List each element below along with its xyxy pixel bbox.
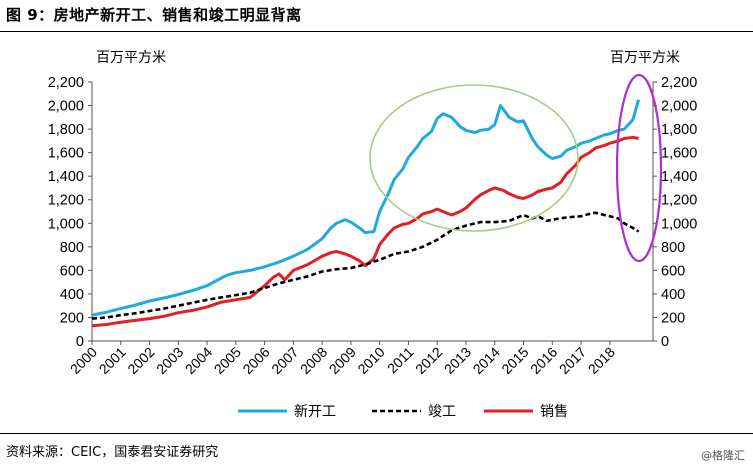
title-divider (0, 31, 753, 32)
divergence-ellipse-green (369, 84, 579, 232)
figure-title: 图 9：房地产新开工、销售和竣工明显背离 (6, 6, 302, 24)
right-tick-label: 1,800 (661, 122, 697, 138)
x-tick-label: 2012 (412, 344, 445, 377)
right-tick-label: 2,000 (661, 99, 697, 115)
x-tick-label: 2018 (585, 344, 618, 377)
x-tick-label: 2006 (239, 344, 272, 377)
right-tick-label: 0 (661, 334, 669, 350)
left-tick-label: 2,200 (48, 75, 84, 91)
x-tick-label: 2003 (153, 344, 186, 377)
legend-label-new-starts: 新开工 (294, 404, 336, 420)
left-tick-label: 800 (60, 240, 84, 256)
x-tick-label: 2016 (527, 344, 560, 377)
left-tick-label: 0 (76, 334, 84, 350)
x-tick-label: 2010 (354, 344, 387, 377)
x-tick-label: 2004 (182, 344, 215, 377)
left-axis-unit: 百万平方米 (96, 50, 166, 66)
left-tick-label: 400 (60, 287, 84, 303)
left-tick-label: 1,200 (48, 193, 84, 209)
right-tick-label: 1,000 (661, 216, 697, 232)
right-axis-unit: 百万平方米 (610, 50, 680, 66)
right-tick-label: 2,200 (661, 75, 697, 91)
legend: 新开工 竣工 销售 (238, 404, 568, 420)
left-tick-label: 600 (60, 263, 84, 279)
legend-label-completions: 竣工 (428, 404, 456, 420)
series-line-new-starts (91, 99, 641, 317)
x-tick-label: 2013 (441, 344, 474, 377)
right-tick-label: 400 (661, 287, 685, 303)
x-tick-label: 2005 (211, 344, 244, 377)
x-tick-label: 2015 (498, 344, 531, 377)
divergence-ellipse-purple (615, 73, 663, 263)
left-tick-label: 200 (60, 310, 84, 326)
left-tick-label: 2,000 (48, 99, 84, 115)
x-tick-label: 2001 (96, 344, 129, 377)
x-tick-label: 2011 (384, 344, 417, 377)
right-tick-labels: 0 200 400 600 800 1,000 1,200 1,400 1,600 1,800 2,… (653, 75, 697, 350)
x-tick-label: 2014 (470, 344, 503, 377)
footer-divider (0, 433, 753, 434)
left-tick-labels: 0 200 400 600 800 1,000 1,200 1,400 1,600 1,800 2,… (48, 75, 92, 350)
right-tick-label: 800 (661, 240, 685, 256)
right-tick-label: 200 (661, 310, 685, 326)
x-tick-label: 2002 (124, 344, 157, 377)
legend-label-sales: 销售 (540, 404, 568, 420)
x-tick-label: 2009 (326, 344, 359, 377)
left-tick-label: 1,000 (48, 216, 84, 232)
right-tick-label: 1,400 (661, 169, 697, 185)
watermark: @格隆汇 (701, 449, 745, 462)
x-tick-label: 2007 (268, 344, 301, 377)
source-note: 资料来源：CEIC，国泰君安证券研究 (6, 445, 219, 460)
series-layer (91, 99, 641, 328)
right-tick-label: 1,200 (661, 193, 697, 209)
plot-frame (91, 82, 654, 342)
left-tick-label: 1,800 (48, 122, 84, 138)
x-tick-label: 2017 (556, 344, 589, 377)
series-line-completions (91, 211, 640, 320)
x-tick-label: 2008 (297, 344, 330, 377)
x-tick-labels: 2000200120022003200420052006200720082009… (67, 341, 618, 377)
right-tick-label: 1,600 (661, 146, 697, 162)
left-tick-label: 1,400 (48, 169, 84, 185)
left-tick-label: 1,600 (48, 146, 84, 162)
x-tick-label: 2000 (67, 344, 100, 377)
right-tick-label: 600 (661, 263, 685, 279)
